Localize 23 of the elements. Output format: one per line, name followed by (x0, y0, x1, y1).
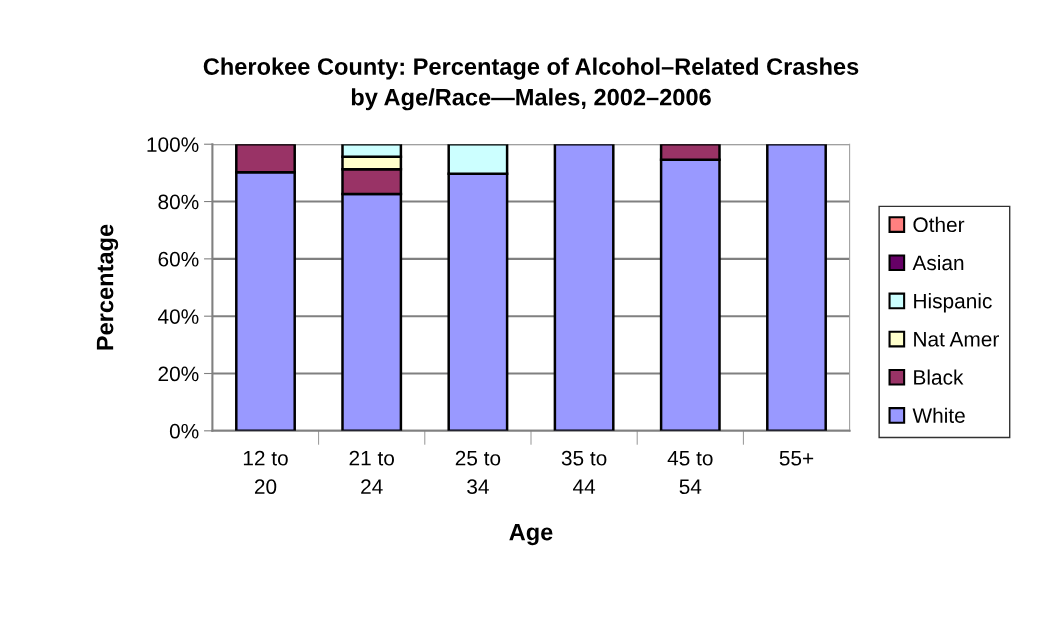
x-tick-label: 21 to 24 (349, 450, 394, 494)
y-tick-label: 20% (158, 366, 199, 382)
legend-label: Hispanic (914, 293, 992, 313)
x-tick-label: 45 to 54 (667, 451, 713, 495)
x-tick-label: 25 to 34 (455, 450, 501, 495)
legend-label: Black (914, 369, 964, 385)
bar (553, 144, 615, 431)
x-tick-label: 12 to 20 (243, 450, 288, 495)
y-tick-label: 0% (169, 423, 199, 439)
x-tick-label: 55+ (779, 451, 814, 466)
x-axis-title: Age (509, 523, 553, 546)
bar (766, 144, 827, 431)
legend-label: Other (913, 216, 965, 233)
y-tick-label: 100% (147, 137, 199, 152)
legend-label: White (912, 407, 965, 423)
y-axis-title: Percentage (96, 224, 119, 350)
y-tick-label: 80% (158, 194, 199, 210)
legend-label: Nat Amer (914, 332, 999, 347)
x-tick-label: 35 to 44 (561, 450, 607, 494)
y-tick-label: 60% (158, 251, 199, 267)
legend-label: Asian (912, 254, 964, 271)
chart-title: Cherokee County: Percentage of Alcohol–Related Crashes by Age/Race—Males, 2002–2006 (203, 57, 859, 111)
y-tick-label: 40% (157, 309, 199, 324)
